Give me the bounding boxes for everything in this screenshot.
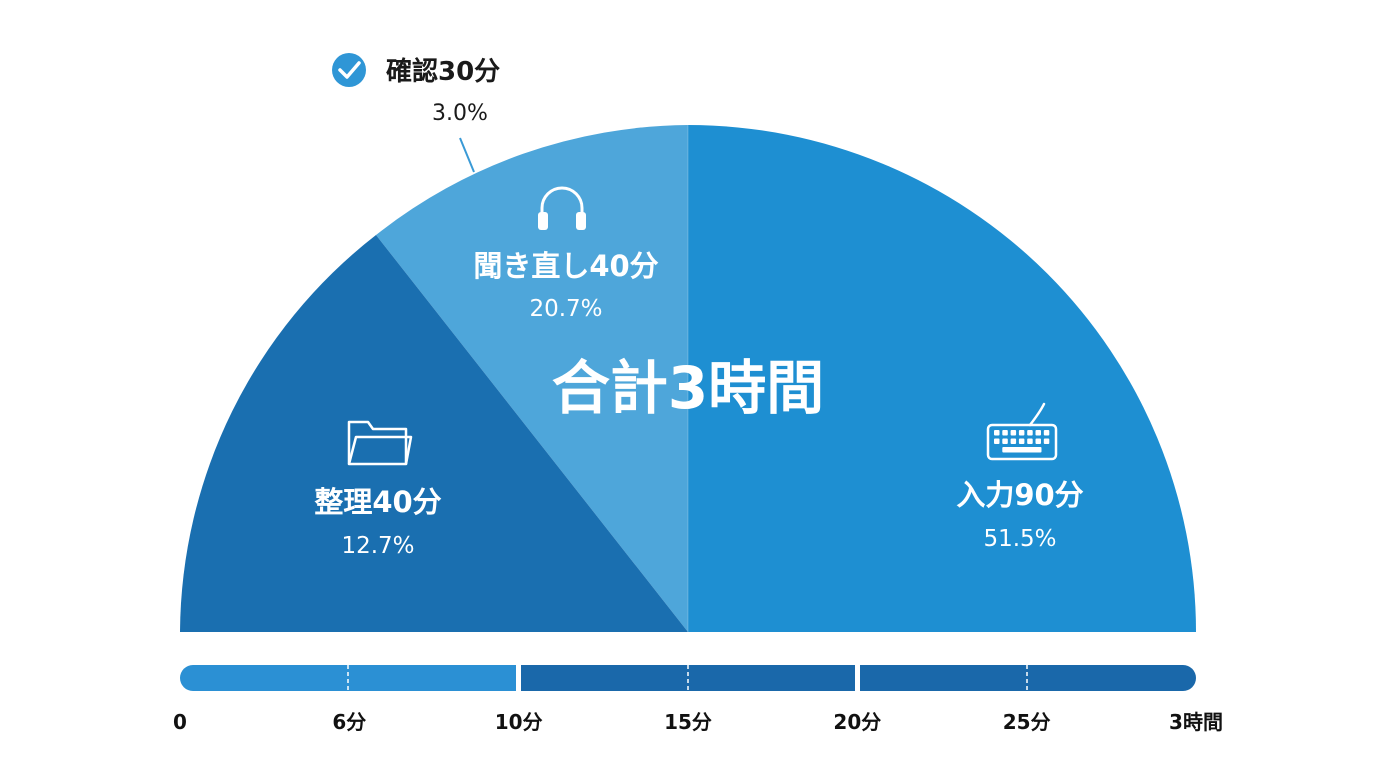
segment-organize-wedge bbox=[180, 235, 688, 632]
headphones-icon bbox=[538, 186, 586, 230]
tick-label: 3時間 bbox=[1169, 710, 1223, 734]
tick-label: 15分 bbox=[664, 710, 712, 734]
tick-label: 20分 bbox=[833, 710, 881, 734]
total-label: 合計3時間 bbox=[552, 354, 824, 422]
tick-label: 10分 bbox=[495, 710, 543, 734]
callout-leader-line bbox=[459, 137, 475, 173]
tick-label: 25分 bbox=[1003, 710, 1051, 734]
segment-listen-wedge bbox=[376, 125, 688, 632]
scale-bar-dark-segment bbox=[860, 665, 1196, 691]
keyboard-icon bbox=[986, 402, 1058, 461]
tick-label: 0 bbox=[173, 710, 187, 734]
organize-label: 整理40分 bbox=[314, 485, 441, 519]
scale-bar-light-segment bbox=[180, 665, 516, 691]
listen-label: 聞き直し40分 bbox=[473, 249, 658, 283]
callout-percent: 3.0% bbox=[432, 101, 488, 126]
folder-icon bbox=[347, 420, 413, 466]
check-circle-icon bbox=[332, 53, 366, 87]
listen-percent: 20.7% bbox=[529, 296, 602, 322]
scale-bar bbox=[180, 665, 1196, 691]
tick-label: 6分 bbox=[332, 710, 366, 734]
organize-percent: 12.7% bbox=[341, 533, 414, 559]
input-label: 入力90分 bbox=[956, 478, 1083, 512]
input-percent: 51.5% bbox=[983, 526, 1056, 552]
segment-input-wedge bbox=[688, 125, 1196, 632]
callout-title: 確認30分 bbox=[386, 56, 500, 87]
